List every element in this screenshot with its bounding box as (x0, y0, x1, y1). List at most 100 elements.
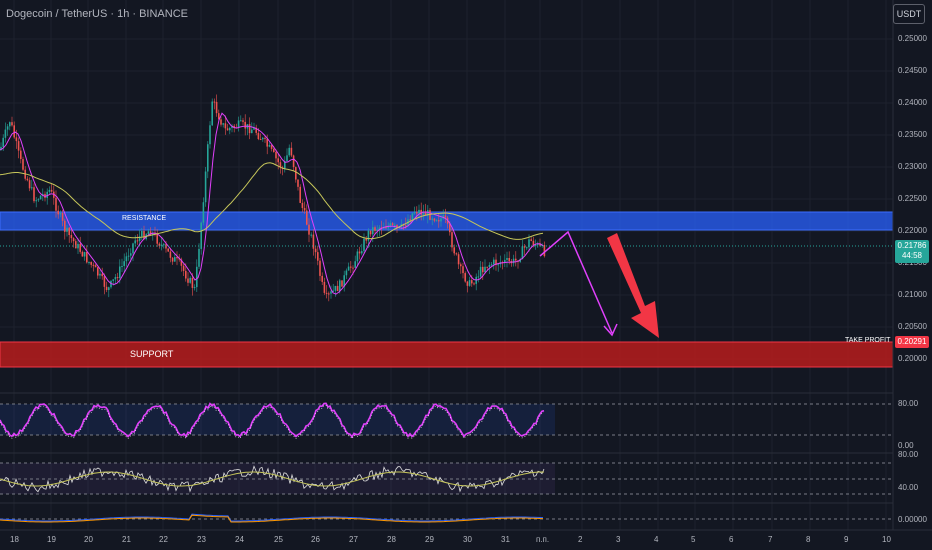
time-axis-label: 31 (501, 535, 510, 544)
candle-body (28, 180, 31, 189)
candle-body (121, 265, 123, 267)
price-axis-label: 0.24500 (898, 66, 927, 75)
candle-body (231, 125, 233, 129)
candle-body (220, 119, 222, 125)
candle-body (53, 191, 55, 198)
candle-body (196, 266, 198, 288)
candle-body (532, 240, 535, 246)
projection-path[interactable] (539, 230, 613, 334)
candle-body (136, 240, 139, 242)
candle-body (277, 158, 279, 163)
candle-body (413, 211, 416, 214)
candle-body (244, 121, 246, 129)
candle-body (457, 254, 460, 265)
candle-body (37, 199, 40, 201)
time-axis-label: 19 (47, 535, 56, 544)
price-axis-label: 0.22000 (898, 226, 927, 235)
candle-body (35, 200, 37, 202)
candle-body (343, 275, 345, 287)
candle-body (519, 259, 521, 262)
candle-body (229, 128, 231, 131)
candle-body (442, 215, 444, 219)
candle-body (134, 240, 136, 244)
candle-body (391, 223, 394, 225)
candle-body (64, 220, 66, 232)
time-axis-label: 7 (768, 535, 773, 544)
candle-body (367, 230, 370, 241)
candle-body (537, 243, 539, 245)
time-axis-label: 30 (463, 535, 472, 544)
osc-axis-mid: 40.00 (898, 483, 919, 492)
candle-body (50, 189, 53, 192)
candle-body (182, 265, 185, 271)
candle-body (6, 126, 9, 130)
candle-body (83, 251, 86, 257)
candle-body (477, 276, 480, 278)
candle-body (174, 257, 176, 262)
candle-body (125, 256, 128, 262)
candle-body (169, 251, 172, 258)
macd-axis-zero: 0.00000 (898, 515, 927, 524)
candle-body (127, 255, 130, 257)
candle-body (264, 137, 266, 139)
candle-body (167, 248, 169, 252)
candle-body (218, 113, 220, 120)
candle-body (504, 259, 506, 263)
candle-body (539, 243, 541, 246)
candle-body (361, 251, 363, 254)
candle-body (215, 101, 218, 114)
candle-body (240, 120, 242, 122)
candle-body (356, 251, 359, 262)
time-axis-label: 6 (729, 535, 734, 544)
candle-body (207, 144, 209, 172)
candle-body (176, 257, 178, 259)
currency-button[interactable]: USDT (893, 4, 925, 24)
candle-body (66, 227, 68, 232)
candle-body (420, 209, 422, 215)
candle-body (103, 276, 106, 287)
candle-body (20, 150, 22, 160)
candle-body (90, 261, 92, 265)
candle-body (4, 129, 7, 138)
candle-body (259, 139, 262, 141)
candle-body (350, 266, 352, 268)
candle-body (301, 202, 304, 208)
price-axis-label: 0.22500 (898, 194, 927, 203)
candle-body (297, 179, 299, 187)
candle-body (479, 266, 482, 277)
candle-body (68, 227, 70, 236)
candle-body (39, 195, 42, 200)
candle-body (440, 218, 442, 222)
candle-body (495, 259, 497, 265)
candle-body (389, 223, 392, 226)
candle-body (328, 293, 330, 295)
down-arrow-drawing[interactable] (607, 233, 659, 338)
candle-body (108, 287, 110, 291)
time-axis-label: 8 (806, 535, 811, 544)
candle-body (119, 266, 121, 279)
candle-body (299, 186, 301, 203)
candle-body (438, 220, 440, 222)
time-axis-label: 21 (122, 535, 131, 544)
candle-body (13, 125, 15, 138)
candle-body (198, 248, 200, 267)
candle-body (270, 145, 273, 149)
time-axis-label: 24 (235, 535, 244, 544)
candle-body (378, 227, 381, 230)
candle-body (286, 155, 288, 162)
osc-main-line (0, 465, 545, 493)
candle-body (112, 279, 114, 281)
time-axis-label: 23 (197, 535, 206, 544)
candle-body (308, 224, 310, 235)
time-axis-label: п.п. (536, 535, 550, 544)
candle-body (424, 211, 427, 216)
current-price-value: 0.21786 (897, 241, 927, 250)
candle-body (279, 162, 282, 168)
candle-body (92, 264, 95, 266)
candle-body (319, 260, 321, 276)
candle-body (383, 227, 385, 229)
symbol-title[interactable]: Dogecoin / TetherUS · 1h · BINANCE (6, 8, 188, 20)
candle-body (429, 210, 431, 220)
